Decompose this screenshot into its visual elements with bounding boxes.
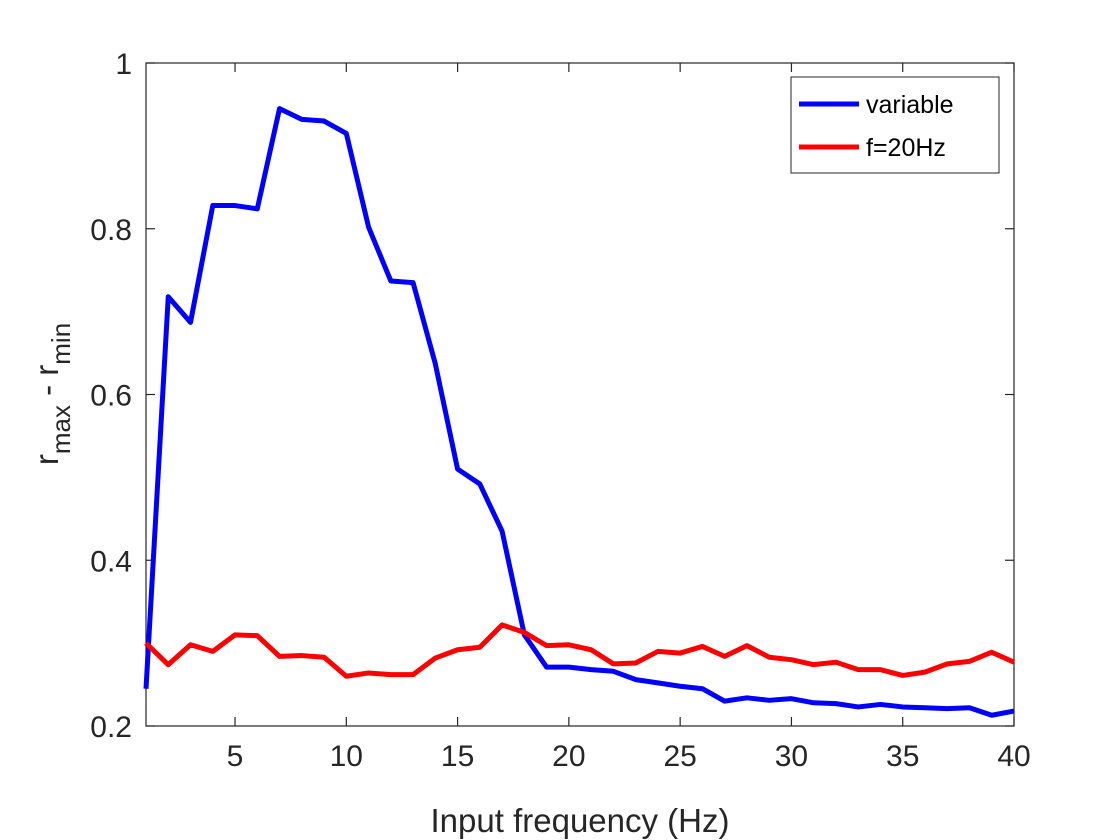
y-tick-label: 0.6 <box>90 380 132 413</box>
y-label-sub-max: max <box>46 405 76 454</box>
x-tick-label: 40 <box>997 740 1030 773</box>
y-tick-label: 0.4 <box>90 545 132 578</box>
x-axis-label: Input frequency (Hz) <box>431 802 730 839</box>
legend: variable f=20Hz <box>790 76 1000 174</box>
y-tick-label: 0.8 <box>90 214 132 247</box>
x-tick-label: 10 <box>330 740 363 773</box>
series-line-variable <box>143 106 1015 718</box>
y-tick-label: 0.2 <box>90 711 132 744</box>
axis-ticks: 5 10 15 20 25 30 35 40 0.2 0.4 0.6 0.8 1 <box>90 48 1030 773</box>
series-layer <box>143 106 1016 718</box>
legend-label-f20hz: f=20Hz <box>866 134 946 162</box>
y-tick-label: 1 <box>115 48 132 81</box>
x-tick-label: 15 <box>441 740 474 773</box>
legend-label-variable: variable <box>866 91 954 119</box>
y-axis-label: rmax - rmin <box>28 323 76 465</box>
legend-box <box>790 76 1000 174</box>
x-tick-label: 25 <box>663 740 696 773</box>
x-tick-label: 5 <box>227 740 244 773</box>
x-tick-label: 20 <box>552 740 585 773</box>
x-tick-label: 30 <box>775 740 808 773</box>
y-label-sub-min: min <box>46 323 76 365</box>
y-label-base: r <box>28 454 65 465</box>
series-line-f20hz <box>144 622 1016 679</box>
x-tick-label: 35 <box>886 740 919 773</box>
y-label-mid: - r <box>28 365 65 405</box>
